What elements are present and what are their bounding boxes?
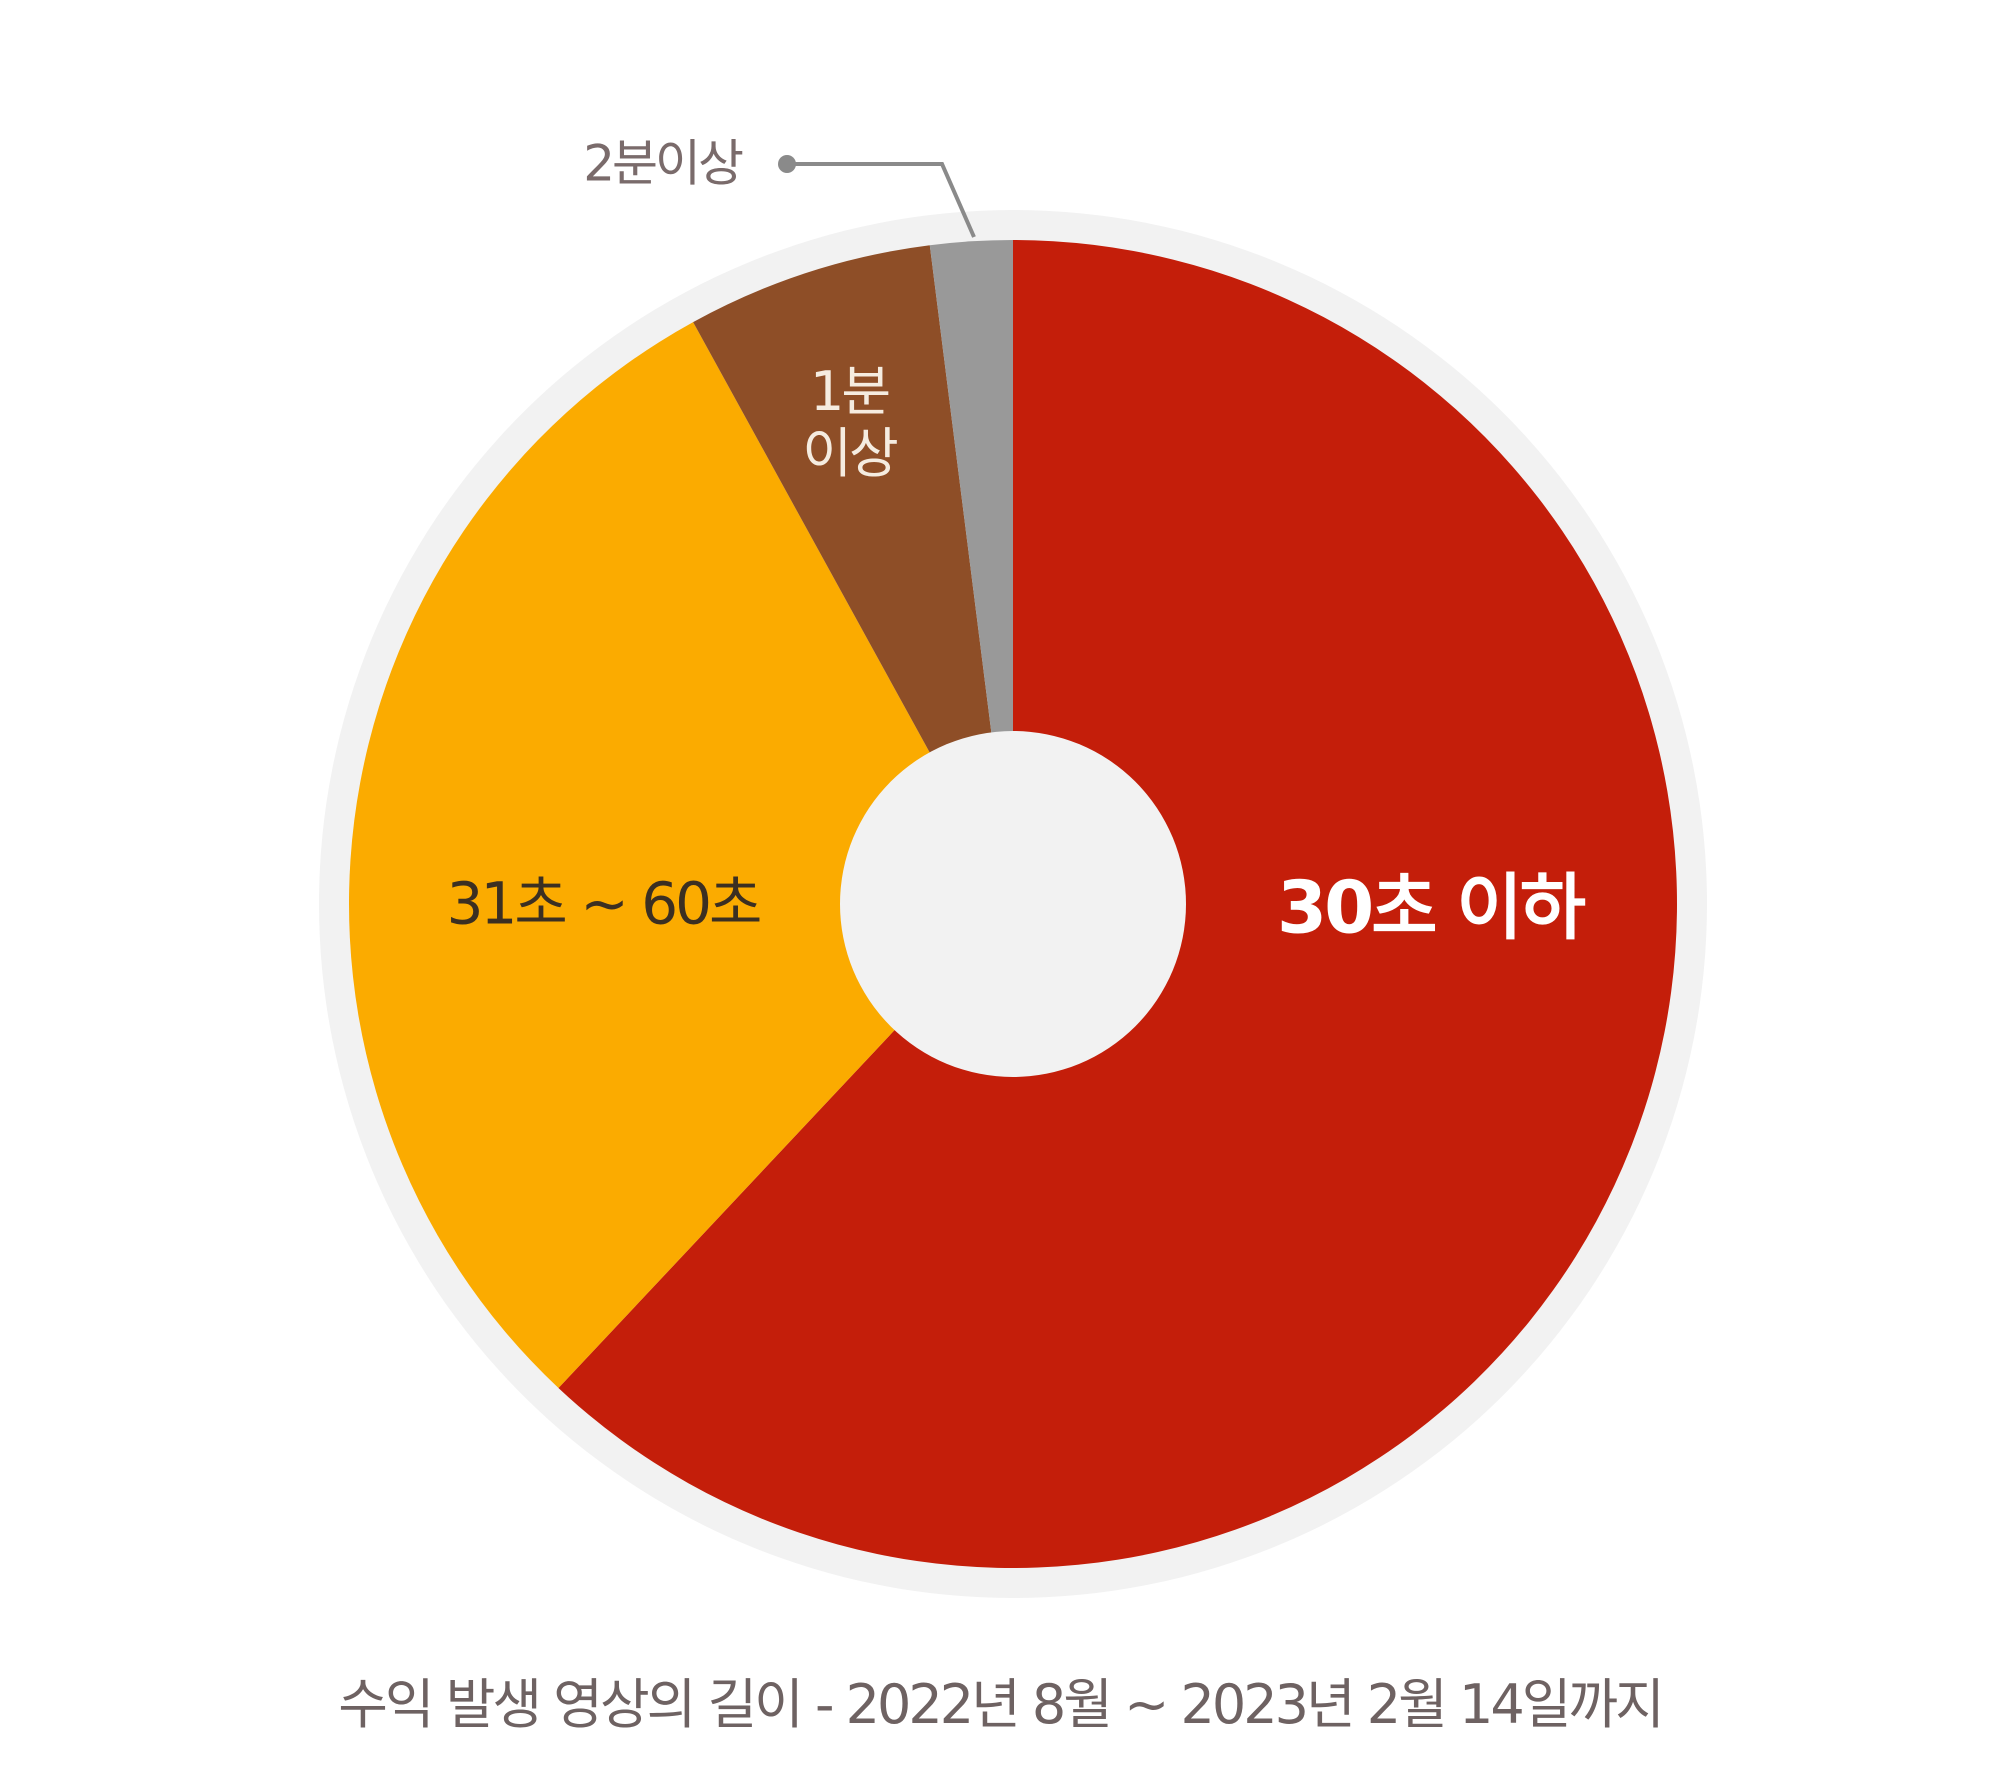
leader-dot bbox=[778, 155, 796, 173]
slice-label: 31초 ~ 60초 bbox=[446, 869, 763, 938]
pie-slice bbox=[349, 322, 1014, 1389]
pie-hole bbox=[840, 731, 1186, 1077]
slice-label: 30초 이하 bbox=[1277, 865, 1586, 950]
slice-label: 2분이상 bbox=[583, 134, 744, 193]
slice-label: 1분 이상 bbox=[802, 359, 898, 485]
caption: 수익 발생 영상의 길이 - 2022년 8월 ~ 2023년 2월 14일까지 bbox=[338, 1673, 1665, 1736]
pie-slice bbox=[693, 245, 1013, 904]
leader-line bbox=[787, 162, 976, 238]
